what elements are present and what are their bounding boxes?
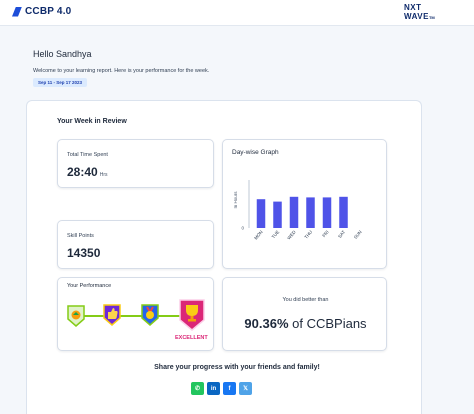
share-twitter-button[interactable]: 𝕏 [239,382,252,395]
performance-title: Your Performance [67,283,112,289]
time-spent-unit: Hrs [99,172,108,178]
linkedin-icon: in [210,385,217,392]
time-spent-value-wrap: 28:40 Hrs [67,165,107,179]
beginner-badge-icon [67,305,85,327]
time-spent-card: Total Time Spent 28:40 Hrs [57,139,214,188]
chart-x-tick-sun: SUN [353,229,363,240]
chart-x-tick-tue: TUE [271,229,281,239]
chart-x-tick-thu: THU [303,229,313,239]
share-buttons: ✆ in f 𝕏 [191,382,252,395]
nxtwave-logo[interactable]: NXT WAVETM [404,3,444,22]
chart-x-tick-mon: MON [253,229,264,240]
chart-x-tick-wed: WED [286,229,297,241]
chart-bar-mon [256,199,266,228]
graph-title: Day-wise Graph [232,149,279,156]
time-spent-value: 28:40 [67,165,98,179]
nxtwave-logo-line2: WAVE [404,12,429,21]
nxtwave-logo-line1: NXT [404,3,422,12]
performance-card: Your Performance EXCELLENT [57,277,214,351]
skill-points-label: Skill Points [67,233,94,239]
date-range-badge: Sep 11 - Sep 17 2023 [33,78,88,87]
day-wise-graph-card: Day-wise Graph In Hours 0 MON TUE WED THU FRI S… [222,139,387,269]
performance-level: EXCELLENT [175,335,208,341]
skill-points-card: Skill Points 14350 [57,220,214,269]
day-wise-bar-chart: In Hours 0 MON TUE WED THU FRI SAT SUN [233,180,363,241]
nxtwave-logo-line2-wrap: WAVETM [404,12,444,22]
chart-bar-thu [306,197,315,228]
medal-badge-icon [141,304,159,326]
chart-y-axis-label: In Hours [233,191,238,209]
ccbp-logo-mark-icon [12,6,22,17]
whatsapp-icon: ✆ [194,386,201,392]
chart-x-tick-fri: FRI [321,229,329,238]
share-whatsapp-button[interactable]: ✆ [191,382,204,395]
chart-bar-fri [322,197,332,228]
skill-points-value: 14350 [67,246,101,260]
time-spent-label: Total Time Spent [67,152,108,158]
comparison-suffix: of CCBPians [292,316,367,331]
thumbs-up-badge-icon [103,304,121,326]
ccbp-logo[interactable]: CCBP 4.0 [12,6,71,17]
chart-y-tick-0: 0 [241,226,244,231]
comparison-card: You did better than 90.36% of CCBPians [222,277,387,351]
trophy-badge-icon [179,299,205,331]
top-bar: CCBP 4.0 NXT WAVETM [0,0,474,26]
chart-x-tick-sat: SAT [337,229,346,239]
facebook-icon: f [228,385,231,392]
nxtwave-logo-tm: TM [428,15,435,20]
chart-bar-wed [289,196,299,228]
chart-bar-sat [339,196,348,228]
chart-bar-tue [273,201,282,228]
share-linkedin-button[interactable]: in [207,382,220,395]
comparison-label: You did better than [282,297,329,303]
share-title: Share your progress with your friends an… [154,364,320,371]
greeting-title: Hello Sandhya [33,49,92,59]
twitter-icon: 𝕏 [243,386,248,392]
greeting-subtitle: Welcome to your learning report. Here is… [33,68,210,74]
ccbp-logo-text: CCBP 4.0 [25,6,72,17]
week-review-title: Your Week in Review [57,118,127,125]
performance-progress-line [76,315,194,317]
share-facebook-button[interactable]: f [223,382,236,395]
comparison-percent: 90.36% [244,316,289,331]
comparison-value-wrap: 90.36% of CCBPians [223,316,388,331]
